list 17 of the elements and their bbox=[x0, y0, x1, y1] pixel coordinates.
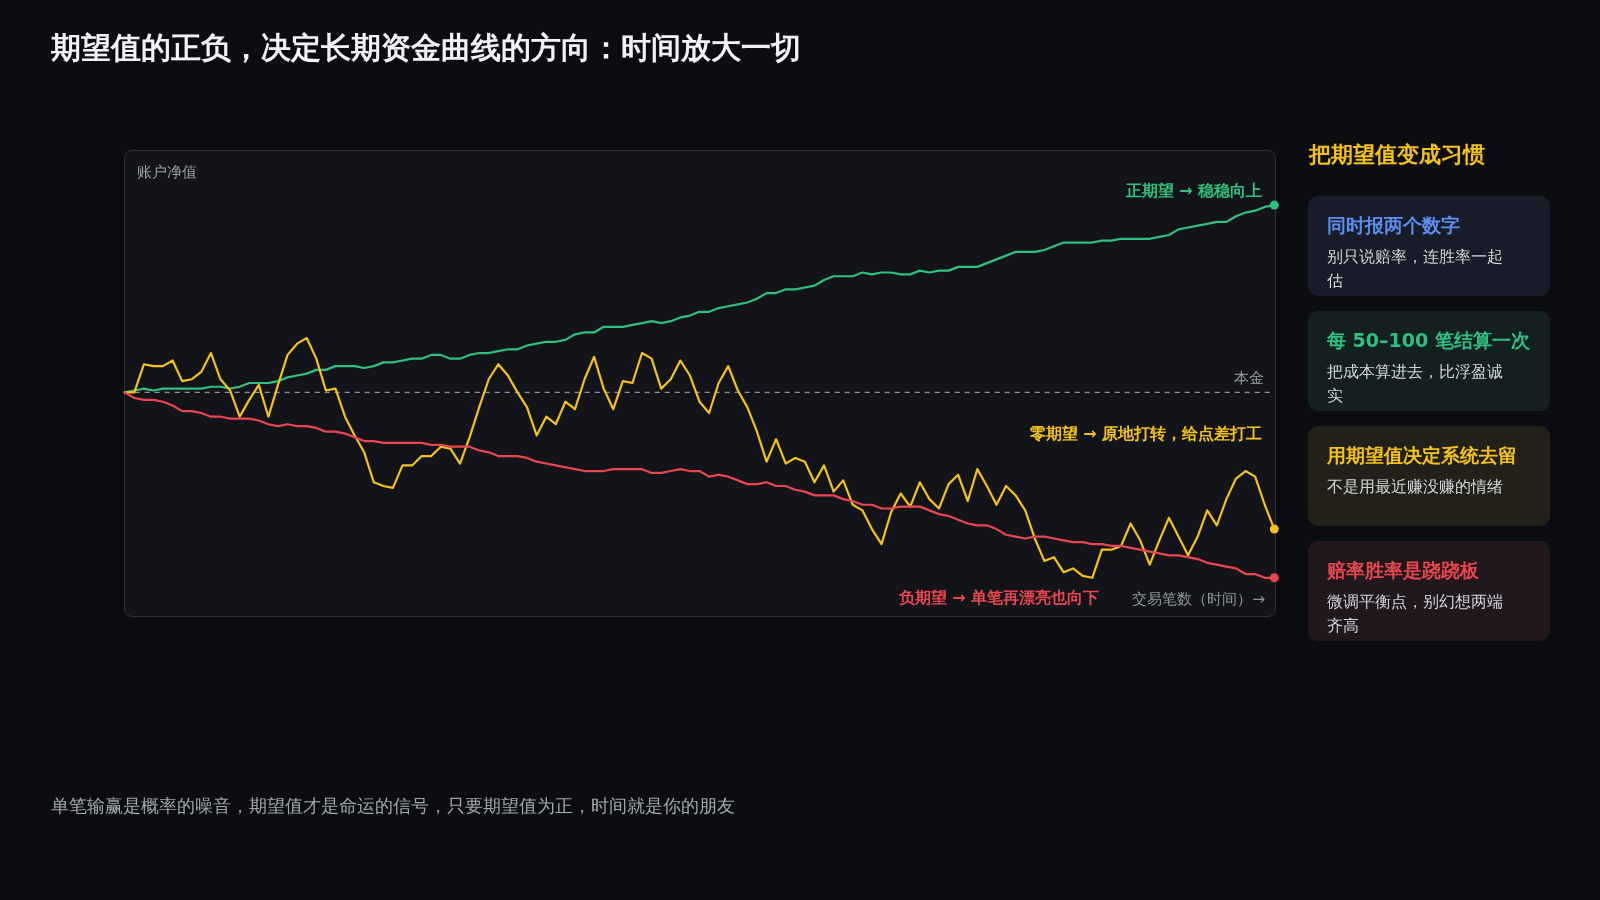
text: 把成本算进去，比浮盈诚实 bbox=[1327, 362, 1503, 405]
text: 把期望值变成习惯 bbox=[1309, 142, 1485, 167]
chart-title: 期望值的正负，决定长期资金曲线的方向：时间放大一切 bbox=[51, 30, 801, 65]
text: 零期望 → 原地打转，给点差打工 bbox=[1028, 423, 1263, 443]
text: 微调平衡点，别幻想两端齐高 bbox=[1327, 592, 1503, 635]
category-label: 赔率胜率是跷跷板 bbox=[1327, 559, 1479, 581]
y-axis-title: 账户净值 bbox=[137, 163, 197, 181]
text: 别只说赔率，连胜率一起估 bbox=[1327, 247, 1503, 290]
text: 负期望 → 单笔再漂亮也向下 bbox=[897, 587, 1100, 607]
text: 单笔输赢是概率的噪音，期望值才是命运的信号，只要期望值为正，时间就是你的朋友 bbox=[51, 795, 735, 816]
category-label: 用期望值决定系统去留 bbox=[1327, 444, 1517, 466]
category-label: 每 50–100 笔结算一次 bbox=[1327, 329, 1530, 351]
ref-line-label: 本金 bbox=[1234, 369, 1265, 388]
x-axis-title: 交易笔数（时间）→ bbox=[1132, 590, 1265, 608]
series-label: 正期望 → 稳稳向上 bbox=[1124, 180, 1263, 200]
category-label: 同时报两个数字 bbox=[1327, 214, 1460, 236]
text: 不是用最近赚没赚的情绪 bbox=[1327, 477, 1503, 496]
